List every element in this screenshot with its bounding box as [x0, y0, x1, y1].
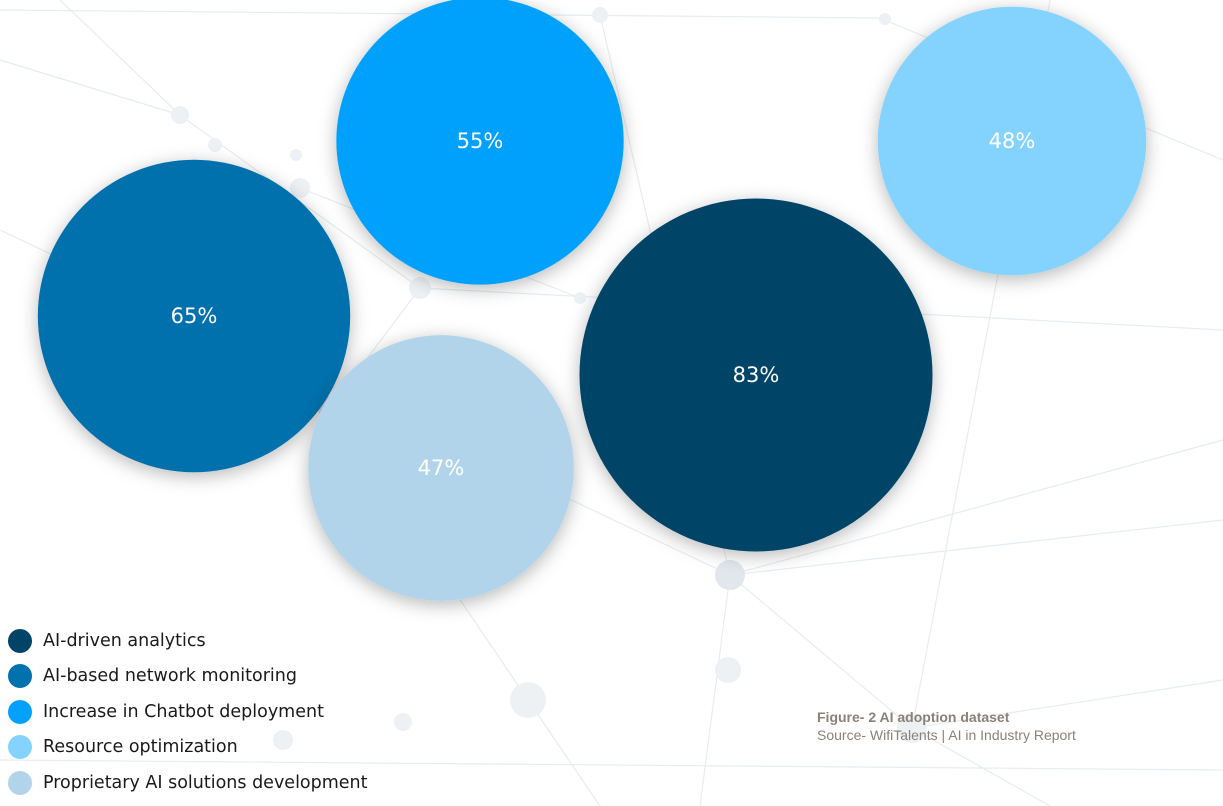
bubble-resource-optimization — [877, 6, 1147, 276]
legend-swatch — [8, 664, 32, 689]
legend-item: Resource optimization — [8, 730, 368, 766]
legend-item: Proprietary AI solutions development — [8, 765, 368, 801]
legend-item: Increase in Chatbot deployment — [8, 694, 368, 730]
bubble-value-label: 65% — [171, 304, 218, 328]
figure-caption: Figure- 2 AI adoption dataset Source- Wi… — [817, 708, 1076, 744]
bubble-ai-based-network-monitoring — [37, 159, 351, 473]
bubble-increase-in-chatbot-deployment — [336, 0, 624, 285]
legend-swatch — [8, 770, 32, 795]
legend-label: Resource optimization — [43, 737, 238, 758]
bubble-value-label: 47% — [418, 456, 465, 480]
bubble-value-label: 48% — [989, 129, 1036, 153]
legend-label: Proprietary AI solutions development — [43, 772, 368, 793]
legend-swatch — [8, 628, 32, 653]
legend-item: AI-based network monitoring — [8, 659, 368, 695]
bubble-proprietary-ai-solutions-development — [308, 335, 574, 601]
caption-source: Source- WifiTalents | AI in Industry Rep… — [817, 727, 1076, 743]
legend-label: AI-driven analytics — [43, 630, 206, 651]
legend: AI-driven analytics AI-based network mon… — [8, 623, 368, 801]
bubble-value-label: 83% — [733, 363, 780, 387]
legend-label: Increase in Chatbot deployment — [43, 701, 324, 722]
caption-title: Figure- 2 AI adoption dataset — [817, 709, 1010, 725]
bubble-value-label: 55% — [457, 129, 504, 153]
legend-label: AI-based network monitoring — [43, 666, 297, 687]
legend-item: AI-driven analytics — [8, 623, 368, 659]
bubble-ai-driven-analytics — [579, 198, 933, 552]
legend-swatch — [8, 735, 32, 760]
legend-swatch — [8, 699, 32, 724]
